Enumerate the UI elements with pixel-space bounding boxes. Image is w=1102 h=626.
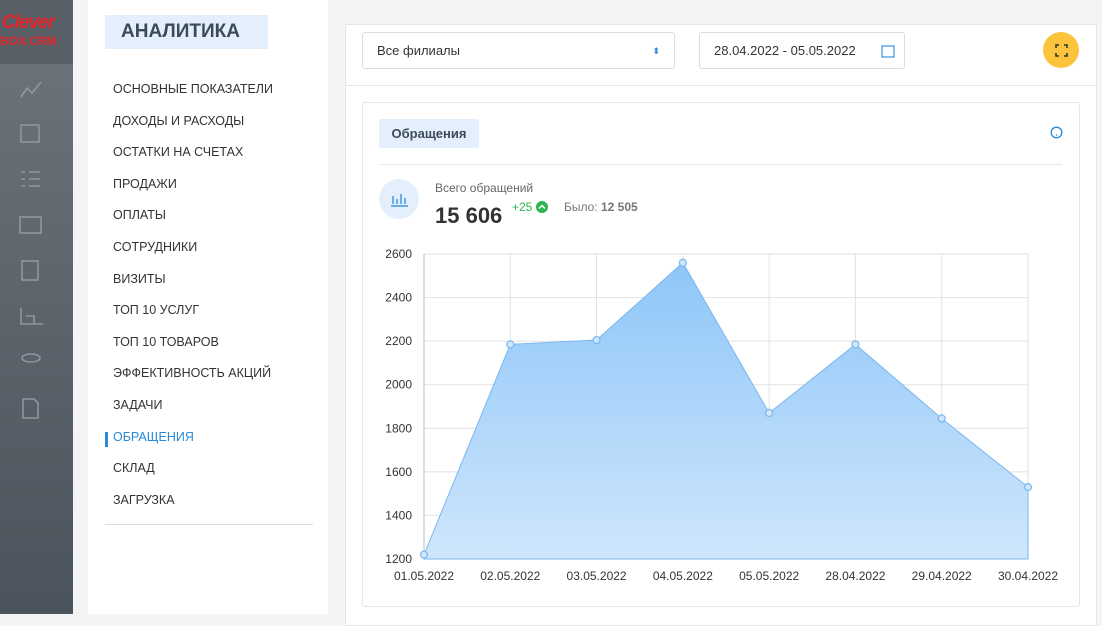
- y-tick-label: 1200: [385, 552, 412, 566]
- menu-item[interactable]: ДОХОДЫ И РАСХОДЫ: [113, 113, 245, 128]
- y-tick-label: 2600: [385, 247, 412, 261]
- menu-item[interactable]: СОТРУДНИКИ: [113, 240, 198, 254]
- branch-select[interactable]: Все филиалы ⬍: [362, 32, 675, 69]
- date-picker[interactable]: 28.04.2022 - 05.05.2022: [699, 32, 905, 69]
- point: [1023, 483, 1033, 492]
- menu-item[interactable]: ОСНОВНЫЕ ПОКАЗАТЕЛИ: [113, 82, 273, 96]
- x-tick-label: 02.05.2022: [480, 569, 540, 583]
- icon-analytics[interactable]: [20, 81, 42, 98]
- x-tick-label: 05.05.2022: [739, 569, 799, 583]
- help-icon[interactable]: [1050, 126, 1063, 139]
- nav-icons: [19, 81, 43, 419]
- previous-label: Было:: [564, 200, 598, 214]
- point: [592, 335, 601, 345]
- menu-item[interactable]: ПРОДАЖИ: [113, 176, 177, 191]
- divider: [345, 85, 1097, 86]
- point: [851, 340, 860, 349]
- point: [765, 408, 774, 418]
- point: [419, 550, 429, 559]
- stat-icon: [379, 179, 419, 219]
- divider: [105, 524, 313, 525]
- y-tick-label: 1800: [385, 421, 412, 435]
- point: [937, 414, 946, 423]
- change-text: +25: [512, 200, 533, 214]
- active-marker: [105, 431, 108, 447]
- x-tick-label: 01.05.2022: [394, 569, 454, 583]
- logo: Clever BOX.CRM: [0, 0, 73, 64]
- x-tick-label: 04.05.2022: [653, 569, 713, 583]
- stat-change: +25: [512, 200, 548, 214]
- logo-sub: BOX.CRM: [0, 34, 57, 48]
- menu-item[interactable]: ТОП 10 УСЛУГ: [113, 303, 200, 318]
- x-tick-label: 03.05.2022: [567, 569, 627, 583]
- chart: 1200 1400 1600 1800 2000 2200 2400 2600 01.05.20…: [385, 247, 1058, 583]
- x-tick-label: 28.04.2022: [825, 569, 885, 583]
- y-tick-label: 2400: [385, 291, 412, 305]
- menu-item[interactable]: ОСТАТКИ НА СЧЕТАХ: [113, 145, 244, 160]
- menu-item[interactable]: ОБРАЩЕНИЯ: [113, 429, 194, 444]
- icon-clients[interactable]: [19, 216, 42, 234]
- x-tick-label: 29.04.2022: [912, 569, 972, 583]
- x-tick-label: 30.04.2022: [998, 569, 1058, 583]
- point: [506, 340, 515, 349]
- y-tick-label: 1600: [385, 465, 412, 479]
- nav-rail: [0, 0, 73, 614]
- icon-warehouse[interactable]: [20, 308, 43, 325]
- icon-tasks[interactable]: [21, 171, 40, 187]
- stat-value: 15 606: [435, 203, 503, 228]
- calendar-icon: [881, 45, 895, 58]
- menu-item[interactable]: ЗАГРУЗКА: [113, 492, 175, 507]
- menu-item[interactable]: СКЛАД: [113, 461, 155, 476]
- icon-book[interactable]: [21, 260, 39, 281]
- area: [423, 261, 1029, 560]
- fullscreen-button[interactable]: [1043, 32, 1080, 69]
- stat-previous: Было: 12 505: [564, 200, 638, 214]
- select-arrows: ⬍: [652, 46, 660, 56]
- logo-text: Clever: [2, 12, 55, 33]
- menu-item[interactable]: ЭФФЕКТИВНОСТЬ АКЦИЙ: [113, 366, 272, 381]
- menu-item[interactable]: ВИЗИТЫ: [113, 271, 166, 286]
- divider: [379, 164, 1062, 165]
- menu-item[interactable]: ЗАДАЧИ: [113, 398, 163, 412]
- y-tick-label: 1400: [385, 508, 412, 522]
- stat-label: Всего обращений: [435, 181, 534, 195]
- menu-item[interactable]: ОПЛАТЫ: [113, 208, 166, 223]
- y-tick-label: 2200: [385, 334, 412, 348]
- tab[interactable]: Обращения: [379, 119, 479, 148]
- date-text: 28.04.2022 - 05.05.2022: [714, 43, 856, 58]
- up-icon: [535, 201, 548, 213]
- icon-report[interactable]: [22, 398, 39, 419]
- point: [678, 258, 687, 267]
- previous-value: 12 505: [601, 200, 638, 214]
- branch-text: Все филиалы: [377, 43, 460, 58]
- sidebar: [88, 0, 328, 614]
- menu-item[interactable]: ТОП 10 ТОВАРОВ: [113, 334, 219, 349]
- sidebar-title: АНАЛИТИКА: [105, 15, 268, 49]
- icon-finance[interactable]: [21, 353, 41, 363]
- y-tick-label: 2000: [385, 378, 412, 392]
- icon-calendar[interactable]: [20, 124, 40, 143]
